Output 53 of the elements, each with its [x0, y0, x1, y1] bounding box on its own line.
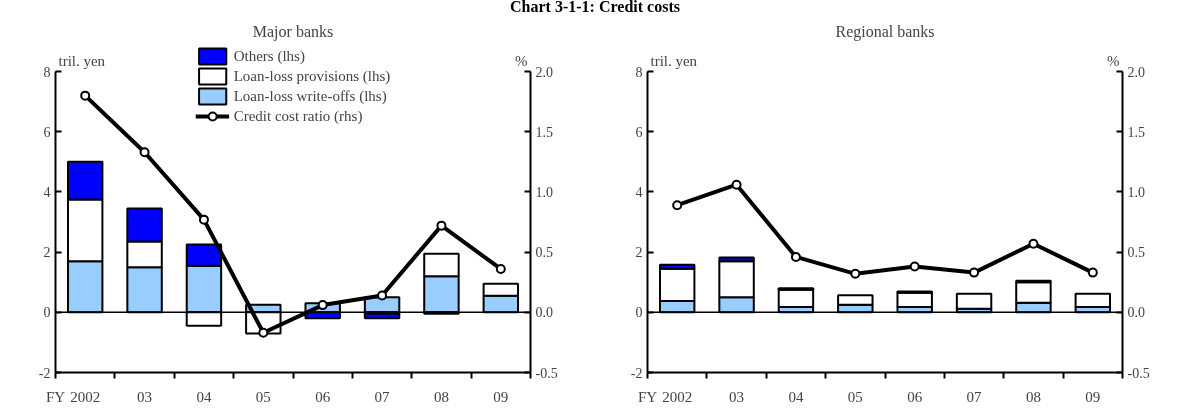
y2-tick-label: -0.5 — [1127, 365, 1150, 381]
x-tick-label: 08 — [433, 388, 449, 405]
y2-tick-label: 2.0 — [535, 64, 553, 80]
y2-tick-label: 0.5 — [1127, 245, 1145, 261]
y2-tick-label: 2.0 — [1127, 64, 1145, 80]
x-tick-label: 03 — [729, 388, 745, 405]
y-tick-label: 0 — [635, 305, 643, 321]
x-tick-label: 2002 — [662, 388, 693, 405]
y2-tick-label: 1.5 — [535, 124, 553, 140]
y2-tick-label: 1.5 — [1127, 124, 1145, 140]
y2-tick-label: 1.0 — [1127, 184, 1145, 200]
x-tick-label: 03 — [137, 388, 153, 405]
y-tick-label: 4 — [43, 184, 51, 200]
x-axis-title: FY — [637, 388, 658, 405]
legend-label: Loan-loss provisions (lhs) — [233, 66, 391, 86]
legend-label: Loan-loss write-offs (lhs) — [233, 86, 387, 106]
x-tick-label: 2002 — [70, 388, 101, 405]
x-tick-label: 09 — [1085, 388, 1101, 405]
x-tick-label: 05 — [847, 388, 863, 405]
y-axis-title: tril. yen — [650, 52, 698, 69]
y-tick-label: 2 — [43, 245, 51, 261]
y2-axis-title: % — [515, 52, 528, 69]
chart-subtitle: Major banks — [252, 22, 334, 41]
y-tick-label: 2 — [635, 245, 643, 261]
legend-label: Credit cost ratio (rhs) — [233, 106, 363, 126]
y2-tick-label: -0.5 — [535, 365, 558, 381]
y-tick-label: 8 — [635, 64, 643, 80]
y-tick-label: 4 — [635, 184, 643, 200]
y-tick-label: 6 — [43, 124, 51, 140]
x-tick-label: 06 — [315, 388, 331, 405]
y2-tick-label: 1.0 — [535, 184, 553, 200]
x-tick-label: 09 — [493, 388, 509, 405]
y-tick-label: -2 — [630, 365, 643, 381]
y2-tick-label: 0.5 — [535, 245, 553, 261]
x-tick-label: 04 — [788, 388, 804, 405]
y-axis-title: tril. yen — [58, 52, 106, 69]
x-tick-label: 06 — [907, 388, 923, 405]
x-tick-label: 07 — [966, 388, 983, 405]
x-tick-label: 05 — [255, 388, 271, 405]
y2-tick-label: 0.0 — [535, 305, 553, 321]
x-axis-title: FY — [45, 388, 66, 405]
y-tick-label: -2 — [38, 365, 51, 381]
legend-label: Others (lhs) — [233, 46, 305, 66]
y2-axis-title: % — [1107, 52, 1120, 69]
y-tick-label: 8 — [43, 64, 51, 80]
chart-subtitle: Regional banks — [835, 22, 935, 41]
y-tick-label: 6 — [635, 124, 643, 140]
text: Chart 3-1-1: Credit costs — [510, 0, 680, 17]
x-tick-label: 07 — [374, 388, 391, 405]
y-tick-label: 0 — [43, 305, 51, 321]
y2-tick-label: 0.0 — [1127, 305, 1145, 321]
x-tick-label: 04 — [196, 388, 212, 405]
x-tick-label: 08 — [1025, 388, 1041, 405]
